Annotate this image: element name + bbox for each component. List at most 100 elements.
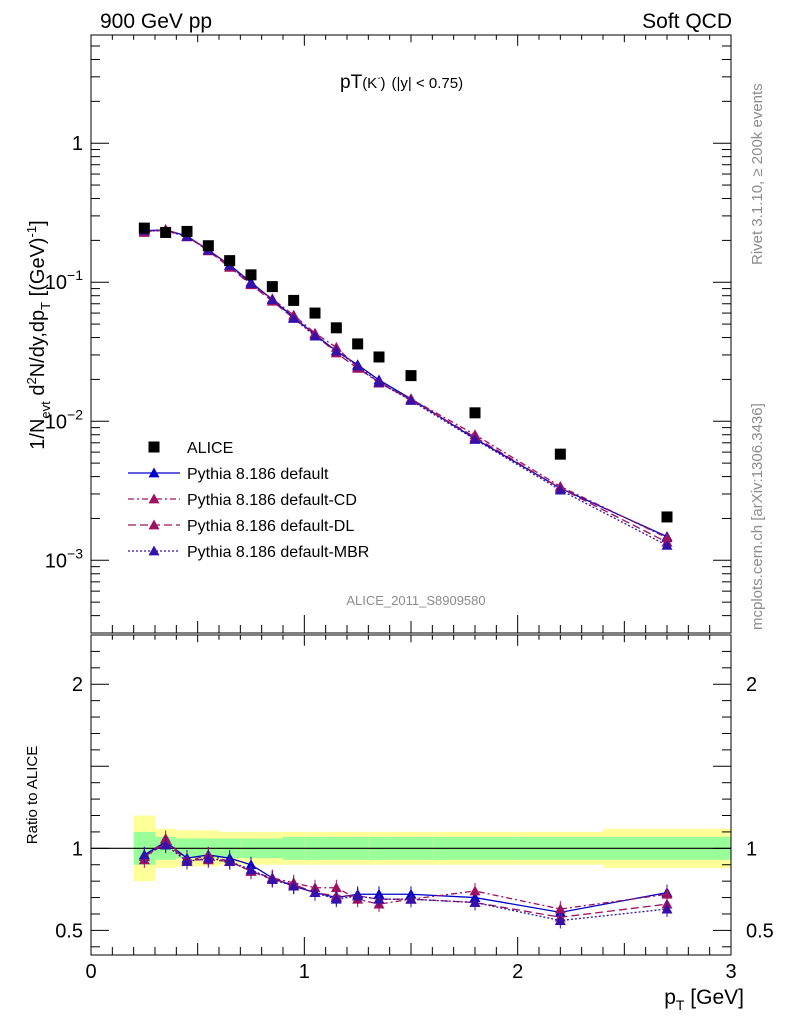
y-tick-base: 10 [45, 411, 67, 433]
ratio-series-line [144, 844, 668, 922]
y-label-sup: 2 [24, 377, 39, 384]
ratio-series-marker [554, 915, 566, 925]
rivet-label: Rivet 3.1.10, ≥ 200k events [749, 83, 766, 265]
series-marker [330, 345, 342, 356]
series-marker [266, 294, 278, 304]
ratio-series-marker [661, 903, 673, 914]
data-point [288, 294, 300, 306]
header-right: Soft QCD [642, 10, 732, 33]
x-label-sub: T [676, 997, 685, 1013]
ratio-series-marker [373, 893, 385, 904]
plot-title-cut: (|y| < 0.75) [392, 75, 464, 92]
data-point [554, 448, 566, 460]
data-point [373, 351, 385, 363]
y-axis-label-main: 1/Nevt d2N/dy,dpT [(GeV)-1] [24, 220, 53, 449]
ratio-y-tick-label-right: 0.5 [746, 920, 774, 942]
legend-marker [148, 493, 160, 504]
data-point [138, 222, 150, 234]
data-point [661, 511, 673, 523]
y-tick-label: 10−3 [45, 545, 83, 572]
main-data-layer [138, 222, 673, 550]
y-tick-exp: −3 [67, 545, 83, 561]
data-point [469, 407, 481, 419]
y-label-sup: -1 [24, 226, 39, 238]
y-axis-label-ratio: Ratio to ALICE [24, 746, 41, 844]
x-tick-label: 3 [725, 961, 736, 983]
plot-title-charge: - [377, 73, 380, 84]
series-marker [245, 277, 257, 288]
series-marker [288, 312, 300, 323]
ratio-series-marker [330, 882, 342, 893]
data-point [202, 240, 214, 252]
plot-title-close: ) [381, 75, 386, 92]
main-ticks: 110−110−210−3 [45, 34, 732, 634]
x-tick-label: 0 [85, 961, 96, 983]
y-label-part: N/dy,dp [27, 310, 49, 377]
y-tick-exp: −2 [67, 406, 83, 422]
ratio-series-marker [138, 849, 150, 860]
ratio-y-tick-label: 2 [72, 674, 83, 696]
x-label-p: p [664, 986, 676, 1009]
ratio-y-tick-label: 0.5 [55, 920, 83, 942]
legend-marker [148, 467, 160, 478]
main-panel: 110−110−210−3 pT(K-) (|y| < 0.75) ALICE_2… [24, 34, 732, 634]
data-point [266, 281, 278, 293]
series-marker [373, 377, 385, 387]
plot-title: pT(K-) (|y| < 0.75) [340, 72, 463, 93]
ratio-series-marker [554, 903, 566, 914]
y-label-sub: T [38, 302, 53, 310]
series-marker [352, 360, 364, 371]
y-label-part: ] [27, 220, 49, 226]
data-point [245, 269, 257, 281]
legend: ALICE Pythia 8.186 default Pythia 8.186 de… [128, 440, 369, 561]
series-marker [661, 539, 673, 550]
legend-label: Pythia 8.186 default-CD [187, 492, 357, 509]
data-point [181, 225, 193, 237]
ratio-uncertainty-bands [91, 815, 731, 882]
analysis-label: ALICE_2011_S8909580 [346, 593, 485, 608]
legend-label: Pythia 8.186 default-MBR [187, 544, 369, 561]
y-label-part: 1/N [27, 419, 49, 450]
y-label-part: [(GeV) [27, 237, 49, 301]
ratio-series-marker [160, 839, 172, 850]
data-point [224, 255, 236, 267]
ratio-series-marker [330, 893, 342, 904]
ratio-series-layer [138, 830, 673, 929]
ratio-series-marker [266, 874, 278, 884]
ratio-series-marker [469, 885, 481, 896]
ratio-series-marker [288, 880, 300, 891]
plot-title-main: pT [340, 72, 363, 93]
ratio-series-marker [224, 855, 236, 866]
data-point [309, 307, 321, 319]
ratio-series-marker [469, 896, 481, 907]
data-point [405, 370, 417, 382]
data-point [330, 322, 342, 334]
ratio-panel: 0 1 2 3 0.5 0.5 1 1 2 2 Ratio to ALICE [24, 634, 774, 983]
ratio-series-marker [661, 888, 673, 899]
x-label-rest: [GeV] [684, 986, 744, 1009]
ratio-y-tick-label-right: 1 [746, 838, 757, 860]
series-marker [554, 484, 566, 495]
series-marker [469, 433, 481, 444]
ratio-ticks: 0 1 2 3 0.5 0.5 1 1 2 2 [55, 635, 774, 983]
series-line [144, 229, 668, 538]
series-marker [405, 395, 417, 405]
series-line [144, 229, 668, 546]
data-point [352, 338, 364, 350]
y-tick-exp: −1 [67, 267, 83, 283]
ratio-series-marker [181, 855, 193, 866]
x-axis-label: pT [GeV] [664, 986, 744, 1013]
header-left: 900 GeV pp [100, 10, 212, 33]
data-point [160, 226, 172, 238]
y-tick-label: 10−2 [45, 406, 83, 433]
ratio-series-marker [352, 890, 364, 901]
ratio-series-line [143, 837, 668, 910]
ratio-series-marker [309, 887, 321, 898]
legend-label-data: ALICE [187, 440, 233, 457]
y-label-sub: evt [38, 401, 53, 419]
legend-marker [148, 519, 160, 530]
y-tick-base: 10 [45, 550, 67, 572]
y-tick-base: 10 [45, 272, 67, 294]
ratio-y-tick-label: 1 [72, 838, 83, 860]
series-line [144, 228, 668, 539]
